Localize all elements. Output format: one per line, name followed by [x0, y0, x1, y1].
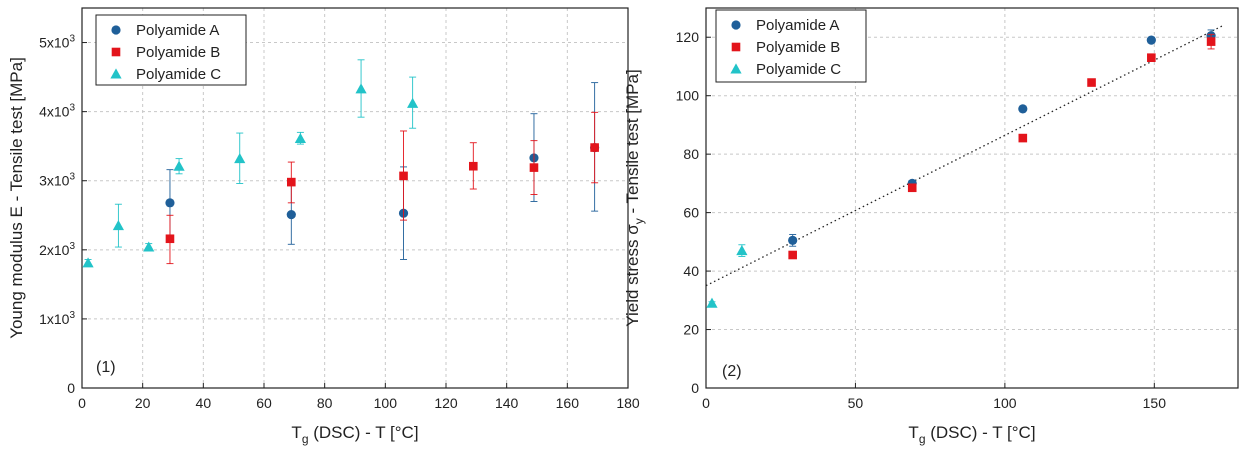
x-tick-label: 0 [78, 395, 86, 411]
x-tick-label: 180 [616, 395, 640, 411]
panel-label: (1) [96, 359, 116, 376]
y-tick-label: 0 [67, 380, 75, 396]
data-point [788, 235, 798, 245]
data-point [294, 132, 306, 144]
data-point [355, 83, 367, 94]
data-point [165, 198, 175, 208]
data-point [1146, 35, 1156, 45]
data-point [82, 257, 94, 268]
data-point [112, 220, 124, 231]
data-point [469, 161, 478, 171]
data-point [1147, 53, 1156, 62]
series-polyamide-c [82, 59, 419, 268]
x-tick-label: 40 [196, 395, 212, 411]
data-point [173, 160, 185, 171]
legend-label: Polyamide B [136, 44, 220, 61]
x-tick-label: 120 [434, 395, 458, 411]
x-tick-label: 20 [135, 395, 151, 411]
legend-marker [731, 20, 741, 30]
linear-fit-line [705, 24, 1224, 287]
data-point [407, 97, 419, 108]
data-point [907, 183, 917, 193]
x-tick-label: 160 [556, 395, 580, 411]
x-axis-title: Tg (DSC) - T [°C] [291, 423, 418, 446]
axes: 0 20 40 60 80 100 120 140 160 180 0 1x103 2x103 3x103… [39, 34, 640, 411]
y-tick-label: 1x103 [39, 310, 75, 327]
legend-marker [111, 47, 121, 57]
data-point [1018, 104, 1028, 114]
legend: Polyamide A Polyamide B Polyamide C [715, 9, 867, 83]
y-tick-label: 20 [683, 322, 699, 338]
data-point [706, 297, 718, 308]
y-tick-label: 5x103 [39, 34, 75, 51]
y-tick-label: 80 [683, 146, 699, 162]
chart-young-modulus: 0 20 40 60 80 100 120 140 160 180 0 1x103 2x103 3x103… [7, 7, 640, 446]
axes: 0 50 100 150 0 20 40 60 80 100 120 [676, 29, 1167, 411]
legend-marker [111, 25, 121, 35]
legend: Polyamide A Polyamide B Polyamide C [95, 14, 247, 86]
x-tick-label: 80 [317, 395, 333, 411]
data-point [590, 143, 599, 152]
legend-label: Polyamide B [756, 39, 840, 56]
y-tick-label: 120 [676, 29, 700, 45]
data-point [165, 234, 175, 244]
x-tick-label: 140 [495, 395, 519, 411]
data-point [1206, 37, 1216, 46]
legend-box [715, 9, 867, 83]
chart-yield-stress: 0 50 100 150 0 20 40 60 80 100 120 Tg (DSC) - T [°C… [623, 7, 1239, 446]
x-axis-title: Tg (DSC) - T [°C] [908, 423, 1035, 446]
data-point [286, 209, 296, 220]
y-tick-label: 60 [683, 205, 699, 221]
y-tick-label: 0 [691, 380, 699, 396]
x-tick-label: 50 [848, 395, 864, 411]
plot-frame [705, 7, 1239, 389]
x-tick-label: 60 [256, 395, 272, 411]
data-point [143, 241, 155, 252]
legend-marker [731, 42, 741, 52]
legend-label: Polyamide C [756, 61, 841, 78]
series-polyamide-a [165, 82, 600, 260]
plot-frame [81, 7, 629, 389]
y-tick-label: 40 [683, 263, 699, 279]
x-tick-label: 150 [1143, 395, 1167, 411]
data-point [234, 153, 246, 164]
y-tick-label: 2x103 [39, 241, 75, 258]
data-point [287, 177, 296, 187]
x-tick-label: 0 [702, 395, 710, 411]
data-point [529, 163, 539, 172]
series-polyamide-b [788, 33, 1216, 260]
y-tick-label: 3x103 [39, 172, 75, 189]
data-point [736, 245, 748, 256]
y-axis-title: Yield stress σy - Tensile test [MPa] [623, 69, 646, 326]
legend-label: Polyamide C [136, 66, 221, 83]
legend-label: Polyamide A [136, 22, 219, 39]
y-tick-label: 100 [676, 88, 700, 104]
x-tick-label: 100 [993, 395, 1017, 411]
y-axis-title: Young modulus E - Tensile test [MPa] [7, 57, 26, 339]
data-point [1018, 133, 1028, 143]
data-point [788, 250, 797, 260]
y-tick-label: 4x103 [39, 103, 75, 120]
series-polyamide-b [165, 111, 599, 265]
x-tick-label: 100 [374, 395, 398, 411]
legend-marker [730, 63, 742, 74]
series-polyamide-c [706, 244, 748, 308]
legend-marker [110, 68, 122, 79]
legend-box [95, 14, 247, 86]
panel-label: (2) [722, 363, 742, 380]
legend-label: Polyamide A [756, 17, 839, 34]
data-point [399, 171, 408, 181]
data-point [1087, 78, 1096, 87]
